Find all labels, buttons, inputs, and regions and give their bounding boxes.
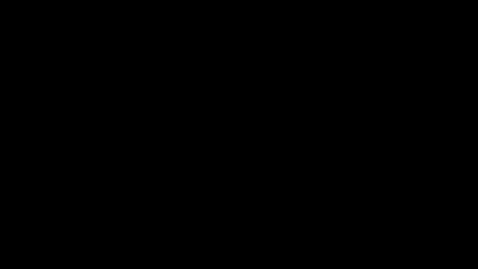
- Text: $4x$: $4x$: [116, 142, 135, 156]
- Text: $3x-9$: $3x-9$: [225, 180, 269, 194]
- Text: Common factors.: Common factors.: [52, 59, 172, 72]
- Text: $7x$: $7x$: [238, 142, 257, 156]
- Text: $\mathit{and}$: $\mathit{and}$: [180, 167, 212, 183]
- Text: Find the least common denominator of:: Find the least common denominator of:: [76, 102, 312, 115]
- Text: $5x-15$: $5x-15$: [99, 180, 152, 194]
- Text: Finding the LCD of rational expressions with linear denominators:: Finding the LCD of rational expressions …: [52, 19, 478, 32]
